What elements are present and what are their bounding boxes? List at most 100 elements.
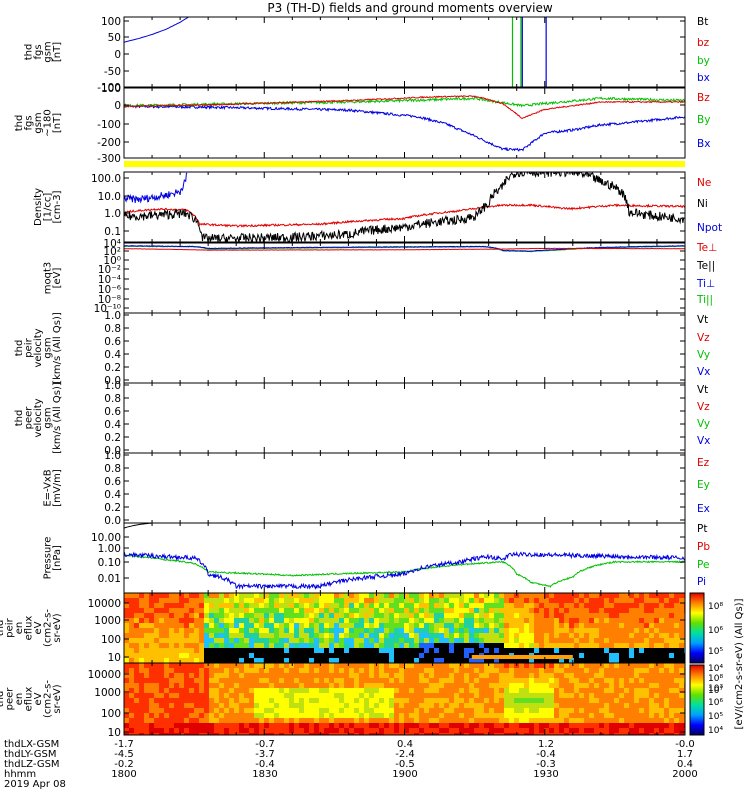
footer-value: -0.2 [114,759,134,770]
spectrogram-cell [414,638,419,643]
spectrogram-cell [674,683,679,688]
spectrogram-cell [464,718,469,723]
spectrogram-cell [629,708,634,713]
spectrogram-cell [194,728,199,733]
spectrogram-cell [249,613,254,618]
spectrogram-cell [439,623,444,628]
spectrogram-cell [544,733,549,735]
spectrogram-cell [564,688,569,693]
spectrogram-cell [279,668,284,673]
spectrogram-cell [349,678,354,683]
spectrogram-cell [154,643,159,648]
spectrogram-cell [599,608,604,613]
spectrogram-cell [444,618,449,623]
spectrogram-cell [474,668,479,673]
spectrogram-cell [229,733,234,735]
spectrogram-cell [429,728,434,733]
spectrogram-cell [644,683,649,688]
colorbar-tick: 10⁶ [708,698,723,708]
spectrogram-cell [139,718,144,723]
spectrogram-cell [139,698,144,703]
spectrogram-cell [374,633,379,638]
spectrogram-cell [429,623,434,628]
spectrogram-cell [619,603,624,608]
spectrogram-cell [674,713,679,718]
spectrogram-cell [529,713,534,718]
spectrogram-cell [364,673,369,678]
spectrogram-cell [384,608,389,613]
ytick-label: 10⁻² [98,264,121,276]
spectrogram-cell [269,683,274,688]
spectrogram-cell [484,698,489,703]
spectrogram-cell [504,648,509,653]
spectrogram-cell [274,688,279,693]
spectrogram-cell [554,628,559,633]
spectrogram-cell [659,678,664,683]
spectrogram-cell [514,623,519,628]
spectrogram-cell [214,653,219,658]
spectrogram-cell [569,668,574,673]
spectrogram-cell [174,718,179,723]
spectrogram-cell [234,683,239,688]
spectrogram-cell [544,618,549,623]
spectrogram-cell [564,663,569,668]
spectrogram-cell [664,728,669,733]
spectrogram-cell [564,633,569,638]
spectrogram-cell [249,733,254,735]
spectrogram-cell [374,678,379,683]
spectrogram-cell [414,683,419,688]
spectrogram-cell [179,733,184,735]
spectrogram-cell [649,618,654,623]
spectrogram-cell [444,718,449,723]
spectrogram-cell [144,638,149,643]
spectrogram-cell [409,678,414,683]
spectrogram-cell [139,713,144,718]
spectrogram-cell [169,723,174,728]
spectrogram-cell [509,698,514,703]
spectrogram-cell [659,693,664,698]
spectrogram-cell [504,598,509,603]
spectrogram-cell [454,688,459,693]
spectrogram-cell [474,643,479,648]
spectrogram-cell [369,703,374,708]
spectrogram-cell [349,683,354,688]
spectrogram-cell [294,633,299,638]
legend-Ex: Ex [697,503,710,515]
spectrogram-cell [584,733,589,735]
spectrogram-cell [394,653,399,658]
spectrogram-cell [199,703,204,708]
spectrogram-cell [434,658,439,663]
ytick-label: 1.0 [104,310,121,322]
spectrogram-cell [264,623,269,628]
spectrogram-cell [314,598,319,603]
spectrogram-cell [674,673,679,678]
spectrogram-cell [559,628,564,633]
spectrogram-cell [204,703,209,708]
spectrogram-cell [619,618,624,623]
spectrogram-cell [329,663,334,668]
spectrogram-cell [184,713,189,718]
ylabel-line: eV [33,621,44,634]
spectrogram-cell [174,618,179,623]
legend-Vt: Vt [697,384,708,396]
spectrogram-cell [629,688,634,693]
spectrogram-cell [584,683,589,688]
spectrogram-cell [679,603,684,608]
spectrogram-cell [459,638,464,643]
spectrogram-cell [219,633,224,638]
spectrogram-cell [574,593,579,598]
spectrogram-cell [674,723,679,728]
spectrogram-cell [349,603,354,608]
spectrogram-cell [664,628,669,633]
spectrogram-cell [594,668,599,673]
spectrogram-cell [559,678,564,683]
spectrogram-cell [289,658,294,663]
spectrogram-cell [239,703,244,708]
spectrogram-cell [364,633,369,638]
spectrogram-cell [499,713,504,718]
spectrogram-cell [559,623,564,628]
spectrogram-cell [624,623,629,628]
footer-value: 1.2 [538,739,554,750]
spectrogram-cell [394,718,399,723]
spectrogram-cell [669,683,674,688]
